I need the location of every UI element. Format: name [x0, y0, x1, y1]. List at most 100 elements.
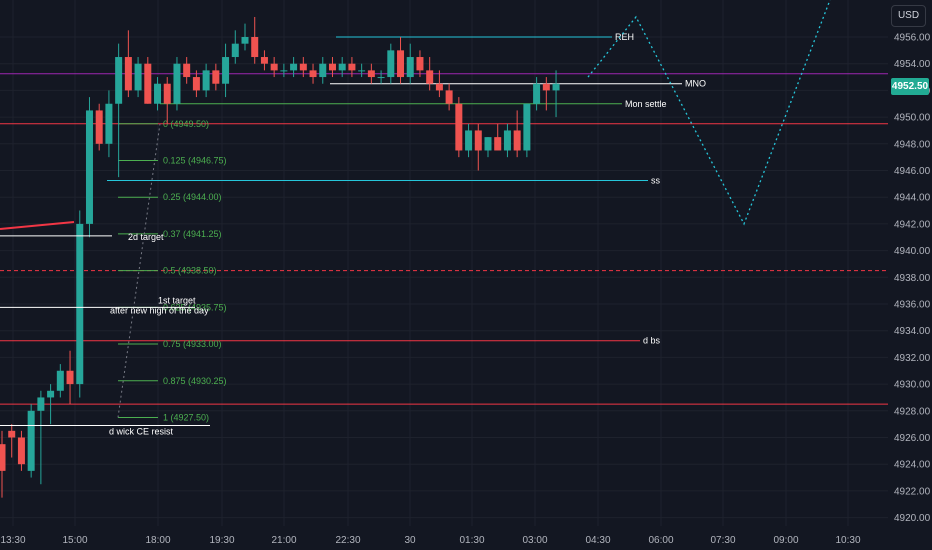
time-tick-label: 21:00 — [271, 535, 296, 546]
time-tick-label: 19:30 — [209, 535, 234, 546]
time-tick-label: 30 — [404, 535, 416, 546]
candle-body — [338, 63, 346, 71]
fib-level-label: 0.25 (4944.00) — [163, 192, 222, 202]
price-tick-label: 4956.00 — [894, 33, 931, 44]
fibonacci-retracement: 0 (4949.50) 0.125 (4946.75) 0.25 (4944.00)… — [117, 119, 227, 422]
candle-body — [533, 83, 541, 104]
candle-body — [66, 370, 74, 385]
candle-body — [309, 70, 317, 78]
candle-body — [27, 410, 35, 471]
time-tick-label: 01:30 — [459, 535, 484, 546]
candle-body — [260, 57, 268, 64]
candle-body — [173, 63, 181, 104]
candle-body — [144, 63, 152, 104]
candle-body — [251, 37, 259, 58]
price-tick-label: 4946.00 — [894, 166, 931, 177]
candle-body — [552, 83, 560, 91]
fib-level-label: 0.875 (4930.25) — [163, 376, 227, 386]
candle-body — [280, 70, 288, 72]
candle-body — [37, 397, 45, 411]
price-tick-label: 4936.00 — [894, 300, 931, 311]
candle-body — [387, 50, 395, 78]
candle-body — [542, 83, 550, 91]
price-tick-label: 4922.00 — [894, 486, 931, 497]
candle-body — [426, 70, 434, 84]
candle-body — [523, 103, 531, 151]
candle-body — [115, 57, 123, 104]
price-tick-label: 4934.00 — [894, 326, 931, 337]
candle-body — [222, 57, 230, 84]
candle-body — [494, 137, 502, 151]
price-tick-label: 4930.00 — [894, 380, 931, 391]
candle-body — [445, 90, 453, 104]
time-tick-label: 13:30 — [0, 535, 25, 546]
last-price-label: 4952.50 — [891, 78, 929, 95]
candle-body — [348, 63, 356, 71]
candle-body — [435, 83, 443, 91]
time-tick-label: 09:00 — [773, 535, 798, 546]
fib-level-label: 1 (4927.50) — [163, 412, 209, 422]
candle-body — [85, 110, 93, 224]
candle-body — [241, 37, 249, 44]
fib-level-label: 0 (4949.50) — [163, 119, 209, 129]
second-target-label: 2d target — [128, 232, 164, 242]
candle-body — [270, 63, 278, 71]
candle-body — [231, 43, 239, 58]
price-tick-label: 4944.00 — [894, 193, 931, 204]
time-axis[interactable]: 13:30 15:00 18:00 19:30 21:00 22:30 30 01:30 03:… — [0, 535, 860, 546]
price-tick-label: 4924.00 — [894, 460, 931, 471]
candle-body — [455, 103, 463, 151]
candle-body — [299, 63, 307, 71]
price-tick-label: 4932.00 — [894, 353, 931, 364]
level-label: d bs — [643, 336, 661, 346]
time-tick-label: 15:00 — [62, 535, 87, 546]
level-label: REH — [615, 32, 634, 42]
time-tick-label: 03:00 — [522, 535, 547, 546]
level-label: Mon settle — [625, 99, 667, 109]
candle-body — [134, 63, 142, 91]
time-tick-label: 18:00 — [145, 535, 170, 546]
price-tick-label: 4938.00 — [894, 273, 931, 284]
currency-button[interactable]: USD — [891, 5, 926, 27]
candle-body — [202, 70, 210, 91]
candle-body — [474, 130, 482, 151]
price-tick-label: 4950.00 — [894, 113, 931, 124]
candle-body — [183, 63, 191, 78]
candle-body — [56, 370, 64, 391]
candle-body — [105, 103, 113, 144]
candle-body — [154, 83, 162, 104]
candle-body — [358, 70, 366, 72]
candle-body — [124, 57, 132, 91]
candle-body — [8, 430, 16, 438]
candle-body — [319, 63, 327, 78]
first-target-note: after new high of the day — [110, 305, 209, 315]
candle-body — [416, 57, 424, 71]
candle-body — [484, 137, 492, 151]
candle-body — [513, 130, 521, 151]
level-label: MNO — [685, 79, 706, 89]
candle-body — [290, 63, 298, 71]
candle-body — [367, 70, 375, 78]
fib-level-label: 0.75 (4933.00) — [163, 339, 222, 349]
level-label: ss — [651, 176, 661, 186]
candle-body — [465, 130, 473, 151]
price-tick-label: 4942.00 — [894, 219, 931, 230]
price-tick-label: 4920.00 — [894, 513, 931, 524]
candle-body — [47, 390, 55, 398]
candle-body — [95, 110, 103, 144]
candle-body — [503, 130, 511, 151]
price-tick-label: 4948.00 — [894, 139, 931, 150]
candles-layer — [0, 16, 560, 498]
time-tick-label: 06:00 — [648, 535, 673, 546]
price-tick-label: 4926.00 — [894, 433, 931, 444]
candle-body — [397, 50, 405, 78]
time-tick-label: 10:30 — [835, 535, 860, 546]
wick-label: d wick CE resist — [109, 426, 174, 436]
price-tick-label: 4954.00 — [894, 59, 931, 70]
candle-body — [377, 77, 385, 79]
first-target-label: 1st target — [158, 295, 196, 305]
candle-body — [76, 223, 84, 385]
fib-level-label: 0.37 (4941.25) — [163, 229, 222, 239]
